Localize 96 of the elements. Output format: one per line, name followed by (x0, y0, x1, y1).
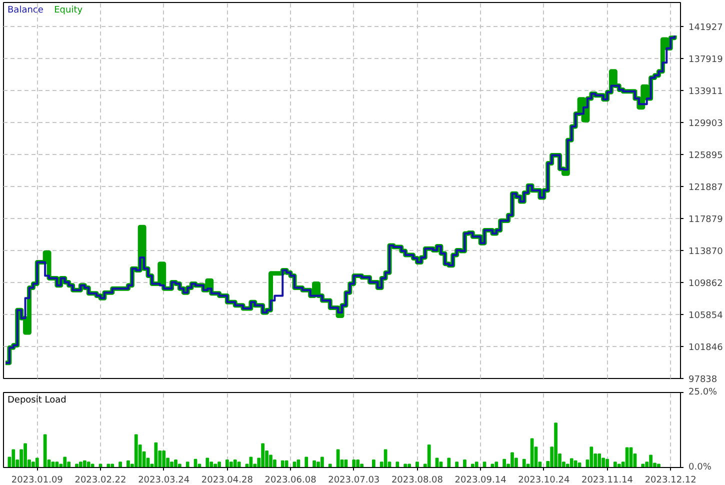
y-tick-label: 105854 (688, 310, 724, 321)
bar (574, 460, 578, 468)
bar (328, 464, 332, 468)
bar (463, 460, 466, 468)
bar (162, 450, 166, 468)
x-tick-label: 2023.06.08 (264, 476, 317, 485)
bar (210, 462, 214, 468)
y-tick-label: 133911 (688, 86, 723, 97)
bar (261, 443, 265, 468)
chart-title: Deposit Load (8, 396, 66, 406)
bar (360, 464, 364, 468)
bar (35, 458, 39, 468)
bar (63, 456, 67, 468)
y-tick-label: 117879 (688, 214, 724, 225)
x-tick-label: 2023.04.28 (201, 476, 254, 485)
bar (416, 462, 419, 468)
bar (118, 462, 122, 468)
bar (174, 460, 178, 468)
bar (178, 464, 182, 468)
bar (474, 462, 478, 468)
bar (229, 462, 233, 468)
y-tick-label: 113870 (688, 246, 724, 257)
x-tick-label: 2023.01.09 (11, 476, 64, 485)
bar (90, 464, 94, 468)
x-tick-label: 2023.09.14 (454, 476, 507, 485)
bar (320, 456, 324, 468)
y-tick-label: 141927 (688, 22, 723, 33)
bar (657, 464, 660, 468)
bar (12, 449, 16, 468)
bar (218, 462, 221, 468)
bar (570, 458, 574, 468)
bar (554, 422, 558, 468)
bar (522, 458, 526, 468)
bar (352, 460, 356, 468)
x-tick-label: 2023.12.12 (644, 476, 696, 485)
bar (79, 462, 82, 468)
bar (86, 462, 90, 468)
x-tick-label: 2023.11.14 (581, 476, 634, 485)
y-tick-label: 121887 (688, 182, 723, 193)
bar (214, 464, 217, 468)
bar (284, 460, 288, 468)
y-tick-label: 101846 (688, 343, 724, 353)
bar (470, 464, 474, 468)
bar (206, 458, 210, 468)
bar (237, 462, 241, 468)
bar (82, 460, 86, 468)
bar (590, 446, 594, 468)
y-tick-label: 25.0% (688, 388, 718, 398)
bar (280, 460, 284, 468)
bar (75, 464, 78, 468)
bar (427, 444, 431, 468)
bar (617, 464, 621, 468)
bar (494, 462, 498, 468)
bar (613, 462, 617, 468)
bar (233, 460, 237, 468)
bar (32, 462, 35, 468)
x-tick-label: 2023.08.08 (391, 476, 444, 485)
bar (455, 462, 458, 468)
y-tick-label: 129903 (688, 118, 723, 129)
y-tick-label: 0.0% (688, 462, 712, 472)
bar (312, 460, 316, 468)
bar (502, 458, 506, 468)
bar (269, 454, 272, 468)
y-tick-label: 137919 (688, 54, 724, 65)
bar (134, 434, 138, 468)
bar (602, 458, 605, 468)
x-tick-label: 2023.10.24 (518, 476, 570, 485)
bar (447, 458, 451, 468)
y-tick-label: 97838 (688, 375, 718, 385)
bar (24, 443, 27, 468)
bar (404, 464, 408, 468)
bar (186, 462, 190, 468)
bar (641, 464, 645, 468)
bar (649, 454, 652, 468)
bar (510, 452, 514, 468)
x-tick-label: 2023.07.03 (328, 476, 380, 485)
bar (396, 462, 400, 468)
bar (606, 458, 609, 468)
bar (226, 460, 229, 468)
bar (372, 460, 376, 468)
text: Equity (54, 6, 84, 16)
x-tick-label: 2023.02.22 (74, 476, 126, 485)
bar (106, 464, 110, 468)
bar (126, 460, 130, 468)
bar (408, 464, 411, 468)
bar (110, 464, 114, 468)
bar (43, 434, 47, 468)
bar (170, 462, 174, 468)
bar (356, 460, 360, 468)
bar (598, 454, 602, 468)
bar (304, 456, 308, 468)
bar (154, 442, 158, 468)
x-tick-label: 2023.03.24 (138, 476, 190, 485)
y-tick-label: 109862 (688, 278, 723, 289)
text: Balance (8, 6, 44, 16)
y-tick-label: 125895 (688, 150, 723, 161)
